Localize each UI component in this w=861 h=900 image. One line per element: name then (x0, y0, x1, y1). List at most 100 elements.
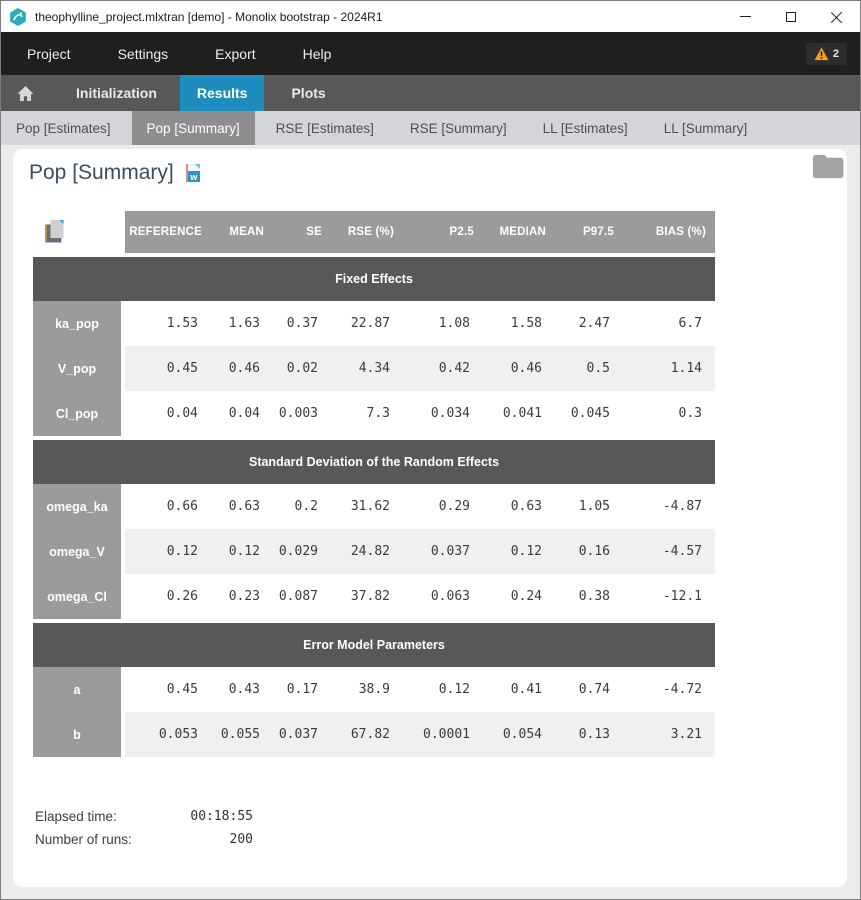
elapsed-time-value: 00:18:55 (190, 809, 253, 824)
word-doc-icon: w (187, 171, 200, 182)
warnings-button[interactable]: 2 (805, 42, 847, 65)
subtab-pop-estimates[interactable]: Pop [Estimates] (16, 120, 111, 136)
number-of-runs-label: Number of runs: (35, 832, 132, 847)
pop-summary-table: REFERENCE MEAN SE RSE (%) P2.5 MEDIAN P97.5 BIA… (33, 211, 715, 757)
table-cell: 0.037 (403, 529, 483, 574)
page-title: Pop [Summary] (29, 161, 174, 184)
menu-bar: Project Settings Export Help 2 (1, 32, 860, 75)
table-cell: 0.17 (273, 667, 331, 712)
row-label: a (33, 667, 121, 712)
main-tabs: Initialization Results Plots (1, 75, 860, 111)
table-cell: 0.029 (273, 529, 331, 574)
window-controls (722, 1, 860, 32)
menu-settings[interactable]: Settings (117, 45, 169, 62)
title-bar: theophylline_project.mlxtran [demo] - Mo… (1, 1, 860, 32)
table-cell: 37.82 (331, 574, 403, 619)
row-label: omega_ka (33, 484, 121, 529)
table-cell: 0.46 (211, 346, 273, 391)
menu-project[interactable]: Project (27, 45, 71, 62)
table-cell: 0.041 (483, 391, 555, 436)
column-header: BIAS (%) (623, 211, 715, 253)
window-title: theophylline_project.mlxtran [demo] - Mo… (35, 9, 383, 24)
home-button[interactable] (1, 75, 49, 111)
table-cell: 1.63 (211, 301, 273, 346)
table-cell: 0.63 (211, 484, 273, 529)
table-cell: 0.0001 (403, 712, 483, 757)
number-of-runs-row: Number of runs: 200 (35, 828, 847, 851)
table-cell: 0.42 (403, 346, 483, 391)
minimize-icon (739, 16, 751, 17)
table-cell: 7.3 (331, 391, 403, 436)
table-cell: 2.47 (555, 301, 623, 346)
column-header: P2.5 (403, 211, 483, 253)
close-icon (831, 11, 843, 23)
column-header: MEDIAN (483, 211, 555, 253)
table-cell: 0.41 (483, 667, 555, 712)
card-header: Pop [Summary] w (29, 161, 847, 185)
table-cell: 0.034 (403, 391, 483, 436)
warning-icon (814, 46, 829, 60)
column-gap (121, 484, 125, 529)
column-gap (121, 301, 125, 346)
table-cell: -12.1 (623, 574, 715, 619)
open-results-folder-button[interactable] (810, 152, 846, 186)
copy-table-button[interactable] (33, 211, 121, 253)
table-cell: 31.62 (331, 484, 403, 529)
menu-help[interactable]: Help (302, 45, 332, 62)
table-cell: 3.21 (623, 712, 715, 757)
table-cell: -4.57 (623, 529, 715, 574)
column-header: SE (273, 211, 331, 253)
column-gap (121, 529, 125, 574)
table-cell: 0.66 (125, 484, 211, 529)
tab-initialization[interactable]: Initialization (76, 85, 157, 101)
menu-export[interactable]: Export (215, 45, 256, 62)
warning-count-badge: 2 (832, 47, 839, 60)
table-cell: 0.037 (273, 712, 331, 757)
section-header: Fixed Effects (33, 257, 715, 301)
table-cell: 67.82 (331, 712, 403, 757)
close-button[interactable] (814, 1, 860, 32)
table-cell: 1.58 (483, 301, 555, 346)
run-info: Elapsed time: 00:18:55 Number of runs: 2… (35, 805, 847, 851)
monolix-logo-icon (10, 7, 26, 26)
table-cell: 0.43 (211, 667, 273, 712)
subtab-rse-estimates[interactable]: RSE [Estimates] (275, 120, 374, 136)
column-header: RSE (%) (331, 211, 403, 253)
subtab-pop-summary[interactable]: Pop [Summary] (131, 111, 255, 145)
column-gap (121, 667, 125, 712)
row-label: omega_V (33, 529, 121, 574)
column-gap (121, 391, 125, 436)
table-cell: 24.82 (331, 529, 403, 574)
table-cell: 0.12 (403, 667, 483, 712)
subtab-ll-summary[interactable]: LL [Summary] (663, 120, 748, 136)
table-cell: 0.045 (555, 391, 623, 436)
table-cell: 0.02 (273, 346, 331, 391)
maximize-button[interactable] (768, 1, 814, 32)
table-cell: 1.14 (623, 346, 715, 391)
results-card: Pop [Summary] w R (13, 149, 847, 887)
row-label: b (33, 712, 121, 757)
folder-icon (812, 154, 844, 179)
table-cell: -4.87 (623, 484, 715, 529)
export-word-button[interactable]: w (185, 164, 200, 182)
tab-results[interactable]: Results (179, 75, 265, 111)
table-cell: 1.05 (555, 484, 623, 529)
subtab-rse-summary[interactable]: RSE [Summary] (409, 120, 507, 136)
tab-plots[interactable]: Plots (291, 85, 326, 101)
column-gap (121, 346, 125, 391)
table-cell: 0.3 (623, 391, 715, 436)
table-cell: 1.08 (403, 301, 483, 346)
table-cell: 0.16 (555, 529, 623, 574)
table-cell: 6.7 (623, 301, 715, 346)
row-label: ka_pop (33, 301, 121, 346)
table-cell: 0.45 (125, 346, 211, 391)
table-cell: 0.5 (555, 346, 623, 391)
table-cell: 22.87 (331, 301, 403, 346)
section-header: Standard Deviation of the Random Effects (33, 440, 715, 484)
subtab-ll-estimates[interactable]: LL [Estimates] (542, 120, 628, 136)
table-cell: 0.45 (125, 667, 211, 712)
table-cell: 0.12 (125, 529, 211, 574)
table-cell: 0.37 (273, 301, 331, 346)
minimize-button[interactable] (722, 1, 768, 32)
